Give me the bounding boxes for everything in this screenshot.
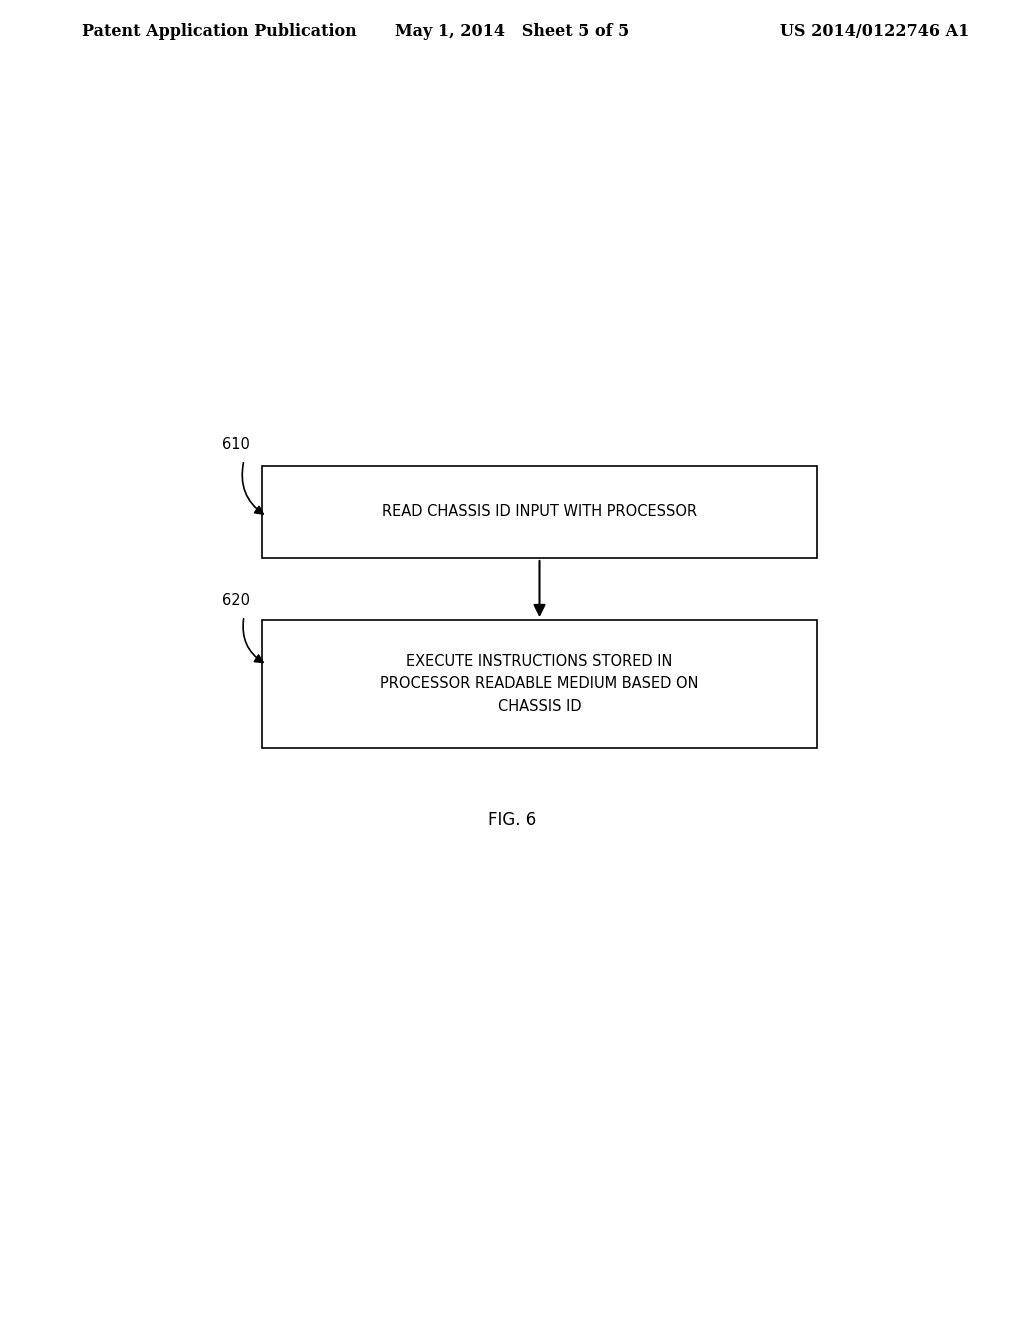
Text: FIG. 6: FIG. 6: [487, 810, 537, 829]
Text: Patent Application Publication: Patent Application Publication: [82, 24, 356, 41]
Bar: [262, 466, 817, 558]
Text: May 1, 2014   Sheet 5 of 5: May 1, 2014 Sheet 5 of 5: [395, 24, 630, 41]
Text: READ CHASSIS ID INPUT WITH PROCESSOR: READ CHASSIS ID INPUT WITH PROCESSOR: [382, 504, 697, 520]
Text: 620: 620: [222, 593, 250, 609]
Text: 610: 610: [222, 437, 250, 451]
Text: EXECUTE INSTRUCTIONS STORED IN
PROCESSOR READABLE MEDIUM BASED ON
CHASSIS ID: EXECUTE INSTRUCTIONS STORED IN PROCESSOR…: [380, 655, 698, 714]
Bar: [262, 620, 817, 748]
Text: US 2014/0122746 A1: US 2014/0122746 A1: [780, 24, 970, 41]
